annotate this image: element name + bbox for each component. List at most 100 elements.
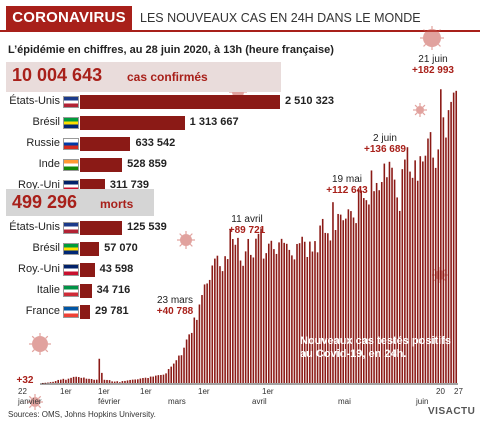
annotation-11-avril: 11 avril +89 721: [222, 214, 272, 236]
chart-bar: [178, 355, 180, 383]
chart-bar: [380, 182, 383, 383]
chart-bar: [388, 161, 391, 383]
chart-bar: [239, 260, 242, 383]
country-bar: [80, 95, 280, 109]
chart-bar: [393, 179, 396, 383]
chart-bar: [134, 379, 137, 383]
chart-bar: [386, 177, 388, 383]
chart-bar: [257, 233, 260, 383]
country-value: 2 510 323: [285, 95, 334, 107]
chart-bar: [273, 249, 275, 383]
country-value: 57 070: [104, 242, 138, 254]
chart-bar: [244, 251, 247, 383]
chart-bar: [355, 223, 357, 383]
country-label: États-Unis: [9, 221, 60, 233]
chart-bar: [65, 379, 67, 383]
confirmed-box: [6, 62, 281, 92]
chart-bar: [193, 317, 196, 383]
chart-bar: [219, 266, 221, 383]
chart-bar: [422, 161, 424, 383]
country-bar: [80, 263, 95, 277]
chart-bar: [242, 265, 244, 383]
chart-bar: [324, 232, 327, 383]
x-tick-label: 1er: [262, 387, 274, 396]
x-tick-label: 20: [436, 387, 445, 396]
country-label: Inde: [38, 158, 60, 170]
chart-bar: [44, 382, 47, 384]
chart-bar: [406, 147, 409, 383]
chart-bar: [332, 202, 334, 383]
chart-bar: [298, 243, 301, 383]
chart-bar: [83, 377, 85, 383]
chart-bar: [362, 198, 365, 383]
chart-bar: [411, 177, 414, 383]
chart-bar: [103, 379, 106, 383]
country-bar: [80, 137, 131, 151]
chart-bar: [383, 163, 386, 383]
chart-bar: [301, 236, 303, 383]
chart-bar: [98, 358, 101, 383]
chart-bar: [391, 167, 393, 383]
virus-icon: [420, 26, 444, 50]
chart-bar: [237, 237, 239, 383]
annotation-date: 19 mai: [331, 174, 362, 185]
chart-bar: [206, 283, 208, 383]
chart-bar: [203, 284, 206, 383]
chart-bar: [280, 238, 283, 383]
chart-bar: [131, 379, 134, 383]
chart-bar: [345, 218, 347, 383]
chart-bar: [85, 378, 88, 383]
country-bar: [80, 221, 122, 235]
chart-bar: [208, 279, 211, 383]
chart-bar: [54, 381, 57, 383]
x-month-label: janvier: [18, 397, 42, 406]
chart-bar: [260, 228, 262, 383]
x-month-label: mai: [338, 397, 351, 406]
chart-bar: [285, 243, 288, 383]
annotation-date: 21 juin: [418, 54, 448, 65]
chart-bar: [306, 256, 309, 383]
chart-bar: [327, 233, 329, 383]
country-value: 311 739: [109, 179, 149, 191]
country-value: 633 542: [135, 137, 176, 149]
annotation-21-juin: 21 juin +182 993: [408, 54, 458, 76]
chart-bar: [57, 379, 59, 383]
chart-bar: [106, 379, 108, 383]
chart-bar: [72, 376, 75, 383]
chart-bar: [119, 382, 121, 383]
chart-bar: [116, 381, 119, 383]
chart-bar: [113, 381, 116, 383]
chart-bar: [247, 238, 250, 383]
chart-bar: [455, 90, 458, 383]
subtitle: L’épidémie en chiffres, au 28 juin 2020,…: [8, 44, 334, 56]
x-month-label: avril: [252, 397, 267, 406]
chart-bar: [440, 89, 442, 383]
country-label: Brésil: [32, 116, 60, 128]
country-bar: [80, 242, 100, 256]
chart-bar: [172, 363, 175, 383]
header-rule: [0, 30, 480, 32]
chart-bar: [424, 155, 427, 383]
chart-bar: [293, 259, 296, 383]
annotation-19-mai: 19 mai +112 643: [322, 174, 372, 196]
chart-bar: [434, 167, 437, 383]
chart-bar: [396, 197, 398, 383]
chart-bar: [291, 255, 293, 383]
annotation-value: +112 643: [326, 185, 368, 196]
chart-bar: [452, 92, 455, 384]
chart-bar: [445, 137, 447, 383]
chart-bar: [437, 149, 440, 383]
chart-bar: [262, 258, 265, 383]
flag-icon: [63, 117, 79, 129]
x-tick-label: 1er: [198, 387, 210, 396]
chart-bar: [201, 295, 203, 383]
chart-bar: [278, 242, 280, 383]
chart-bar: [88, 378, 90, 383]
chart-bar: [432, 157, 434, 383]
annotation-value: +40 788: [156, 306, 194, 317]
banner-title: CORONAVIRUS: [6, 6, 132, 30]
brand-logo: VISACTU: [428, 406, 476, 417]
chart-bar: [250, 254, 252, 383]
virus-icon: [177, 231, 195, 249]
